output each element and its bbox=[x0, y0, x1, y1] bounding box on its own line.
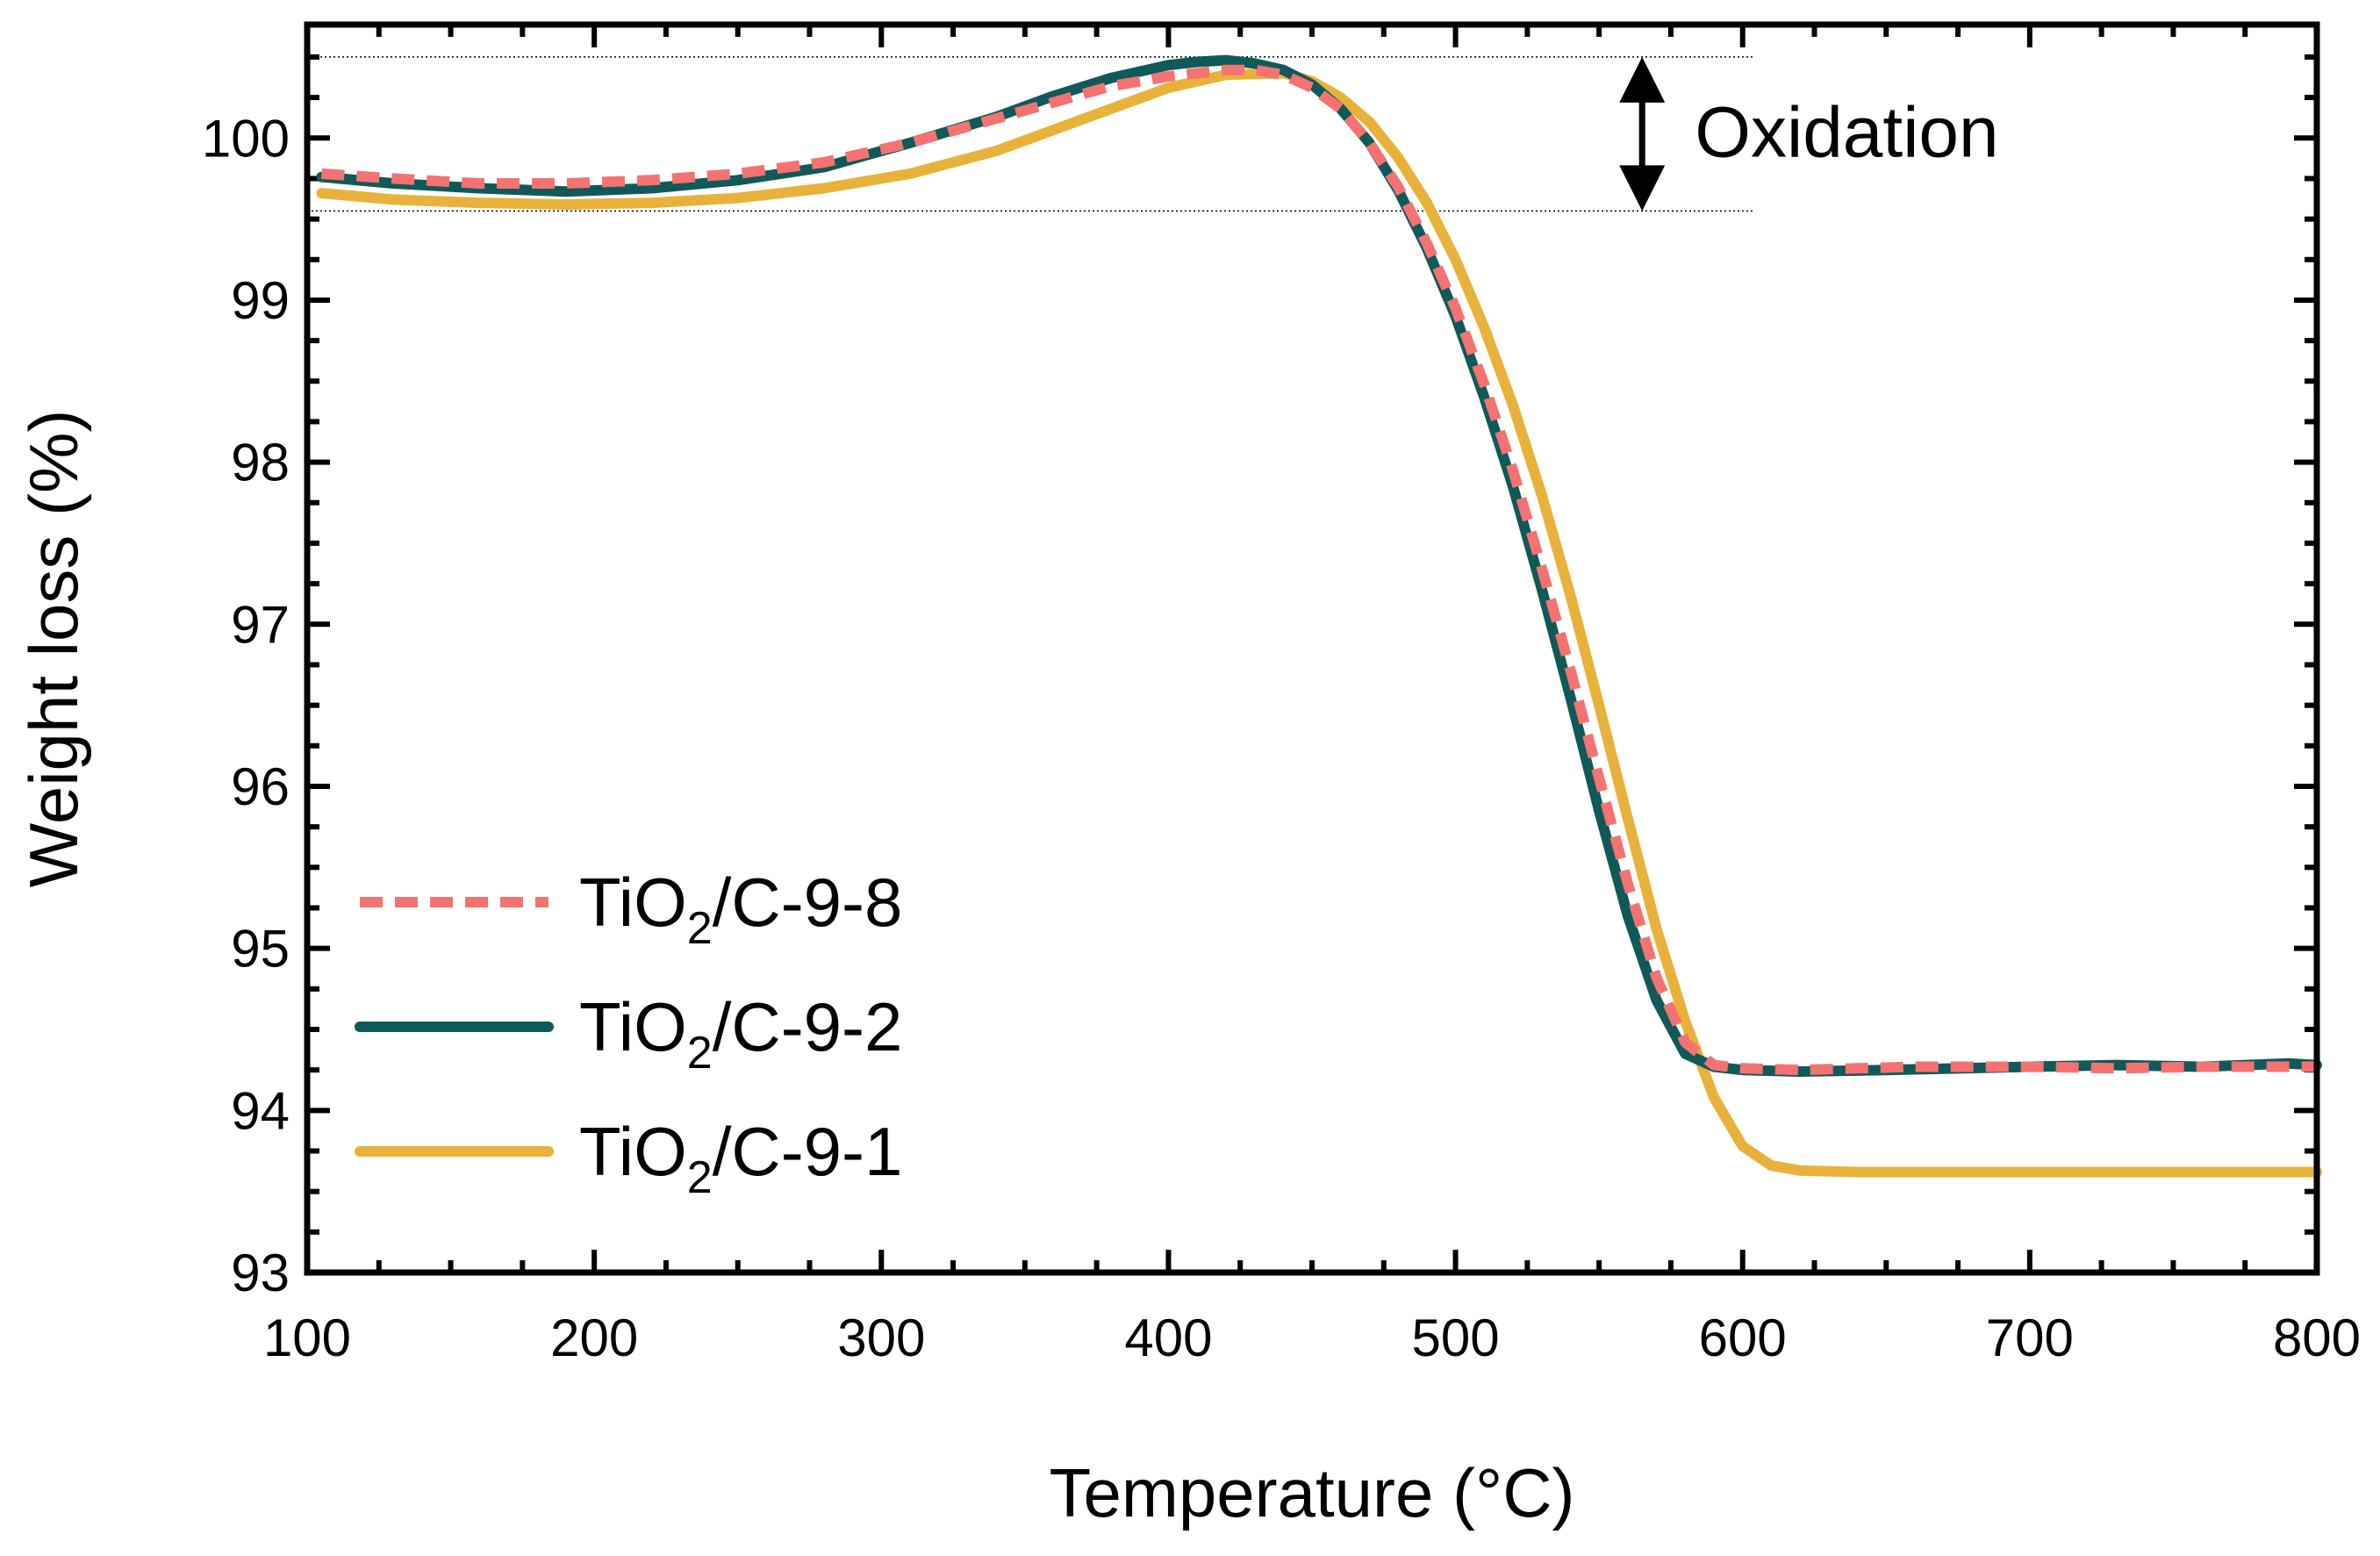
legend-label-main: TiO bbox=[579, 1113, 687, 1190]
legend-label-main: TiO bbox=[579, 988, 687, 1065]
legend-label-subscript: 2 bbox=[687, 1028, 713, 1079]
legend-label: TiO2/C-9-1 bbox=[579, 1113, 902, 1203]
legend-label-subscript: 2 bbox=[687, 903, 713, 954]
x-tick-label: 600 bbox=[1699, 1309, 1787, 1367]
legend-label: TiO2/C-9-2 bbox=[579, 988, 902, 1079]
legend-label: TiO2/C-9-8 bbox=[579, 864, 902, 954]
x-tick-label: 700 bbox=[1986, 1309, 2074, 1367]
oxidation-annotation: Oxidation bbox=[307, 56, 1999, 212]
oxidation-arrow-head-up bbox=[1619, 56, 1666, 103]
plot-frame bbox=[304, 21, 2320, 1276]
data-series bbox=[316, 54, 2322, 1178]
y-tick-label: 98 bbox=[231, 434, 290, 492]
legend-label-subscript: 2 bbox=[687, 1152, 713, 1203]
legend-label-rest: /C-9-1 bbox=[713, 1113, 903, 1190]
oxidation-arrow-head-down bbox=[1619, 165, 1666, 212]
y-tick-label: 94 bbox=[231, 1081, 290, 1140]
oxidation-label: Oxidation bbox=[1695, 92, 1998, 172]
y-tick-label: 93 bbox=[231, 1244, 290, 1302]
x-tick-label: 400 bbox=[1124, 1309, 1212, 1367]
y-tick-label: 99 bbox=[231, 271, 290, 330]
legend-label-rest: /C-9-2 bbox=[713, 988, 903, 1065]
x-tick-label: 800 bbox=[2273, 1309, 2361, 1367]
x-tick-label: 500 bbox=[1412, 1309, 1500, 1367]
tick-labels: 100 200 300 400 500 600 700 800 93 94 95 96 97 98 99 10… bbox=[202, 109, 2361, 1367]
series-line-tio2-c-9-8 bbox=[320, 64, 2317, 1076]
x-tick-label: 300 bbox=[837, 1309, 925, 1367]
x-tick-label: 100 bbox=[263, 1309, 351, 1367]
legend-label-rest: /C-9-8 bbox=[713, 864, 903, 941]
legend-label-main: TiO bbox=[579, 864, 687, 941]
y-axis-title: Weight loss (%) bbox=[15, 410, 92, 888]
y-tick-label: 95 bbox=[231, 920, 290, 979]
y-tick-label: 96 bbox=[231, 757, 290, 816]
y-tick-label: 100 bbox=[202, 109, 290, 168]
x-axis-title: Temperature (°C) bbox=[1049, 1454, 1574, 1531]
y-tick-label: 97 bbox=[231, 595, 290, 654]
series-line-tio2-c-9-1 bbox=[316, 68, 2322, 1178]
x-tick-label: 200 bbox=[550, 1309, 638, 1367]
axis-ticks bbox=[305, 25, 2319, 1275]
